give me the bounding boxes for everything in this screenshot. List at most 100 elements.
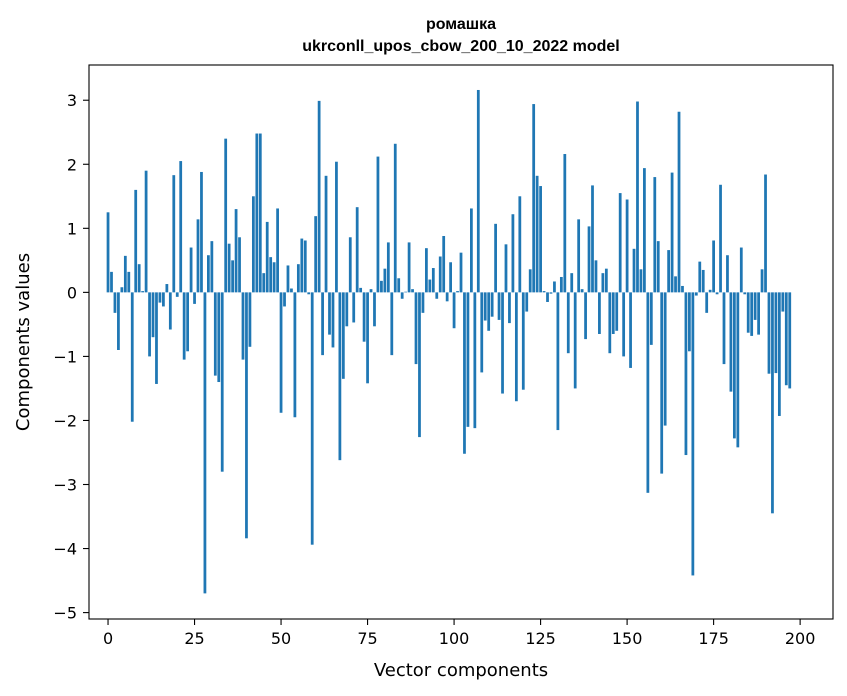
bar-52 (286, 265, 290, 293)
y-axis-label: Components values (13, 253, 34, 431)
x-tick-label: 200 (785, 629, 816, 648)
bar-0 (106, 212, 110, 293)
bar-175 (712, 240, 715, 293)
bar-181 (732, 292, 736, 439)
bar-30 (210, 241, 214, 293)
bar-22 (182, 292, 186, 360)
bar-56 (300, 238, 304, 293)
x-tick-label: 0 (103, 629, 113, 648)
bar-180 (729, 292, 733, 392)
bar-86 (404, 291, 408, 293)
bar-153 (636, 101, 639, 293)
y-tick-label: −1 (53, 347, 77, 366)
bar-72 (355, 207, 359, 293)
bar-32 (217, 292, 221, 383)
bar-81 (386, 242, 390, 293)
bar-20 (175, 292, 179, 297)
bar-83 (393, 143, 397, 293)
bar-94 (431, 268, 435, 293)
bar-139 (587, 226, 591, 293)
bars-group (106, 89, 792, 594)
bar-38 (238, 237, 241, 293)
bar-144 (604, 268, 608, 293)
x-tick-label: 25 (184, 629, 204, 648)
bar-169 (691, 292, 695, 576)
bar-79 (380, 280, 383, 293)
y-tick-label: −4 (53, 540, 77, 559)
bar-158 (653, 177, 657, 293)
chart-subtitle: ukrconll_upos_cbow_200_10_2022 model (302, 38, 619, 55)
bar-88 (411, 289, 414, 293)
x-axis-ticks: 0 25 50 75 100 125 150 175 200 (103, 619, 815, 648)
bar-187 (753, 292, 757, 320)
bar-44 (258, 133, 262, 293)
bar-184 (743, 292, 747, 295)
bar-120 (521, 292, 525, 390)
bar-75 (366, 292, 369, 384)
bar-64 (328, 292, 331, 335)
bar-178 (722, 292, 726, 365)
bar-114 (501, 292, 504, 394)
bar-16 (162, 292, 165, 307)
bar-113 (497, 292, 501, 320)
bar-57 (303, 240, 307, 293)
bar-10 (141, 291, 145, 293)
bar-36 (231, 260, 234, 293)
bar-58 (307, 292, 311, 295)
bar-189 (760, 269, 764, 293)
bar-150 (625, 199, 629, 293)
bar-101 (456, 291, 459, 293)
x-axis-label: Vector components (374, 660, 548, 681)
bar-55 (296, 264, 300, 293)
bar-197 (788, 292, 792, 389)
bar-107 (476, 89, 480, 293)
bar-141 (594, 260, 598, 293)
bar-156 (646, 292, 650, 493)
chart-title: ромашка (426, 16, 496, 33)
bar-34 (224, 138, 228, 293)
bar-194 (777, 292, 781, 416)
bar-2 (113, 292, 117, 313)
bar-192 (771, 292, 774, 514)
bar-9 (137, 264, 141, 293)
bar-5 (123, 255, 127, 293)
x-tick-label: 150 (612, 629, 643, 648)
bar-182 (736, 292, 740, 448)
bar-164 (674, 276, 677, 293)
bar-134 (570, 273, 574, 293)
bar-48 (272, 262, 276, 293)
bar-76 (369, 289, 373, 293)
x-tick-label: 175 (698, 629, 729, 648)
bar-121 (525, 292, 529, 312)
bar-174 (708, 289, 712, 293)
bar-171 (698, 261, 702, 293)
y-tick-label: 1 (67, 219, 77, 238)
bar-124 (535, 175, 539, 293)
bar-18 (168, 292, 172, 330)
bar-155 (643, 168, 646, 293)
bar-28 (203, 292, 207, 594)
bar-84 (397, 278, 401, 293)
bar-8 (134, 189, 138, 293)
bar-42 (251, 196, 255, 293)
bar-95 (435, 292, 439, 299)
bar-115 (504, 244, 508, 293)
bar-90 (418, 292, 421, 438)
bar-162 (667, 250, 671, 293)
bar-43 (255, 133, 259, 293)
bar-60 (314, 216, 318, 293)
bar-122 (528, 269, 532, 293)
bar-179 (726, 255, 729, 293)
bar-39 (241, 292, 245, 360)
bar-74 (362, 292, 366, 342)
bar-133 (566, 292, 570, 354)
bar-128 (549, 292, 553, 294)
bar-159 (656, 241, 660, 293)
bar-47 (269, 257, 273, 293)
bar-163 (670, 172, 674, 293)
bar-152 (632, 248, 636, 293)
bar-148 (618, 193, 622, 293)
bar-92 (425, 248, 428, 293)
